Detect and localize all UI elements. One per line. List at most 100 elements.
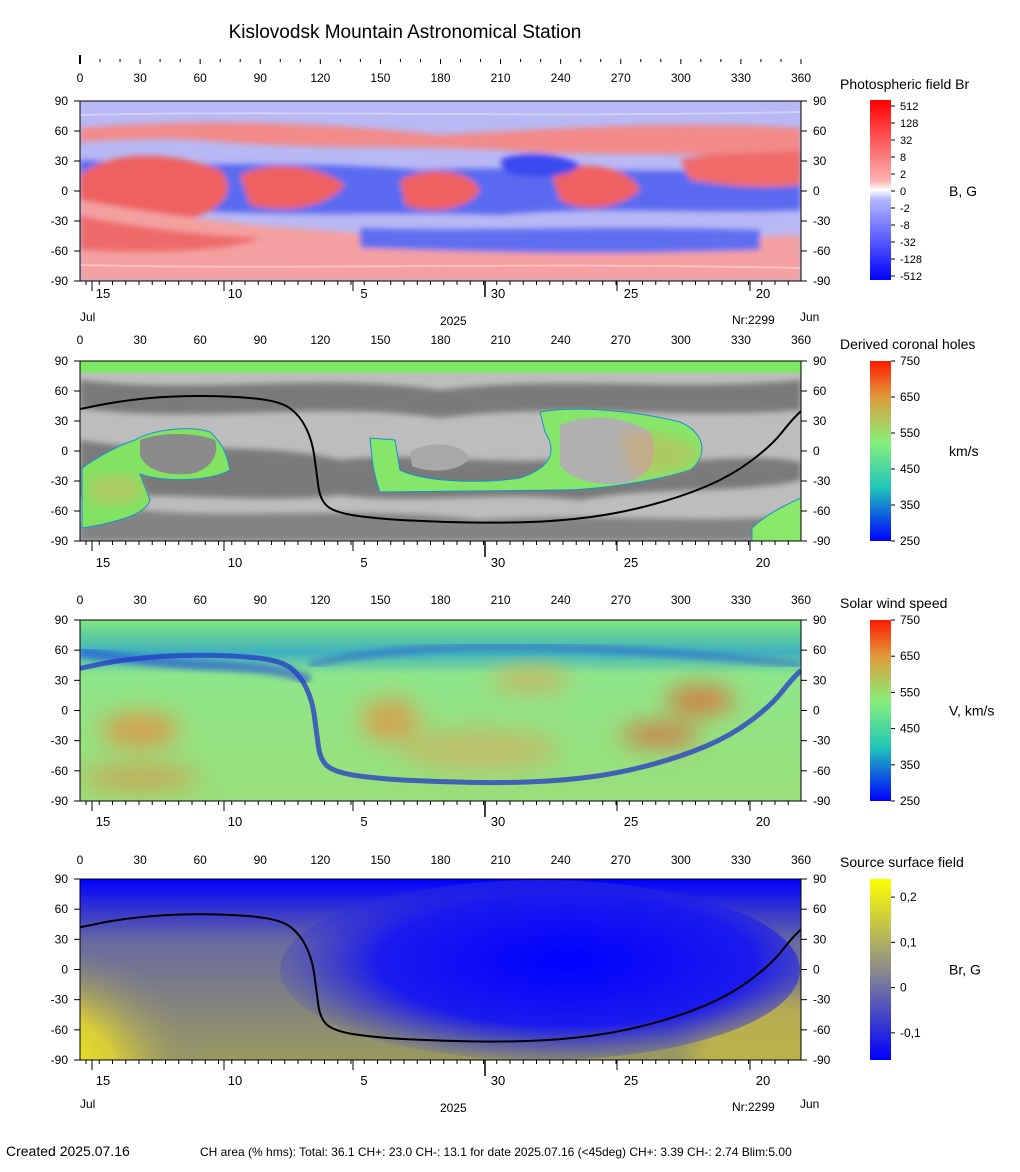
year-label: 2025 <box>440 1101 467 1115</box>
latitude-tick-label-left: -90 <box>51 534 69 548</box>
latitude-tick-label-left: -30 <box>51 214 69 228</box>
latitude-tick-label-right: 60 <box>813 902 827 916</box>
colorbar-tick-label: 32 <box>900 135 912 147</box>
colorbar-unit: Br, G <box>949 962 981 978</box>
longitude-tick-label: 150 <box>370 853 390 867</box>
latitude-tick-label-left: 90 <box>55 94 69 108</box>
longitude-tick-label: 300 <box>671 71 691 85</box>
colorbar-tick-label: 450 <box>900 462 920 476</box>
month-right-label: Jun <box>800 310 819 324</box>
longitude-tick-label: 150 <box>370 333 390 347</box>
colorbar-unit: B, G <box>949 183 977 199</box>
date-tick-label: 5 <box>360 814 367 829</box>
colorbar-photospheric <box>870 100 891 280</box>
longitude-tick-label: 90 <box>254 333 268 347</box>
longitude-tick-label: 360 <box>791 71 811 85</box>
longitude-tick-label: 360 <box>791 333 811 347</box>
wind-current-sheet <box>80 652 801 786</box>
latitude-tick-label-left: -60 <box>51 244 69 258</box>
longitude-tick-label: 120 <box>310 593 330 607</box>
longitude-tick-label: 120 <box>310 71 330 85</box>
longitude-tick-label: 0 <box>77 333 84 347</box>
created-date: Created 2025.07.16 <box>6 1143 130 1159</box>
colorbar-tick-label: 350 <box>900 758 920 772</box>
colorbar-tick-label: 350 <box>900 498 920 512</box>
panel-title: Photospheric field Br <box>840 76 970 92</box>
latitude-tick-label-left: 0 <box>61 184 68 198</box>
colorbar-tick-label: 550 <box>900 685 920 699</box>
latitude-tick-label-left: 30 <box>55 673 69 687</box>
latitude-tick-label-right: -30 <box>813 993 831 1007</box>
latitude-tick-label-right: -90 <box>813 534 831 548</box>
colorbar-source-surface <box>870 879 891 1060</box>
latitude-tick-label-right: 0 <box>813 184 820 198</box>
longitude-tick-label: 270 <box>611 593 631 607</box>
date-tick-label: 10 <box>228 814 242 829</box>
latitude-tick-label-right: -90 <box>813 274 831 288</box>
colorbar-tick-label: 128 <box>900 118 918 130</box>
longitude-tick-label: 120 <box>310 333 330 347</box>
colorbar-tick-label: 450 <box>900 722 920 736</box>
date-tick-label: 15 <box>96 814 110 829</box>
date-tick-label: 30 <box>491 286 505 301</box>
date-tick-label: 25 <box>624 555 638 570</box>
latitude-tick-label-left: -90 <box>51 794 69 808</box>
panel-photospheric-map <box>80 101 801 281</box>
longitude-tick-label: 180 <box>430 333 450 347</box>
month-left-label: Jul <box>80 310 95 324</box>
colorbar-tick-label: 750 <box>900 354 920 368</box>
colorbar-tick-label: 0,2 <box>900 890 917 904</box>
panel-source-surface-map <box>80 879 801 1060</box>
date-tick-label: 20 <box>756 286 770 301</box>
longitude-tick-label: 30 <box>133 71 147 85</box>
latitude-tick-label-left: 30 <box>55 932 69 946</box>
colorbar-unit: V, km/s <box>949 703 994 719</box>
latitude-tick-label-right: 60 <box>813 643 827 657</box>
date-tick-label: 25 <box>624 1073 638 1088</box>
latitude-tick-label-right: 30 <box>813 154 827 168</box>
latitude-tick-label-left: -30 <box>51 993 69 1007</box>
latitude-tick-label-right: -30 <box>813 474 831 488</box>
latitude-tick-label-right: 0 <box>813 963 820 977</box>
panel-title: Source surface field <box>840 854 964 870</box>
date-tick-label: 5 <box>360 286 367 301</box>
year-label: 2025 <box>440 314 467 328</box>
longitude-tick-label: 180 <box>430 853 450 867</box>
date-tick-label: 25 <box>624 814 638 829</box>
panel-solar-wind-map <box>80 620 801 801</box>
date-tick-label: 10 <box>228 286 242 301</box>
latitude-tick-label-left: -60 <box>51 764 69 778</box>
longitude-tick-label: 300 <box>671 333 691 347</box>
colorbar-tick-label: -512 <box>900 271 922 283</box>
longitude-tick-label: 330 <box>731 71 751 85</box>
longitude-tick-label: 30 <box>133 853 147 867</box>
month-right-label: Jun <box>800 1097 819 1111</box>
longitude-tick-label: 150 <box>370 593 390 607</box>
longitude-tick-label: 210 <box>491 71 511 85</box>
latitude-tick-label-right: 90 <box>813 94 827 108</box>
neutral-line <box>80 913 801 1043</box>
neutral-line <box>80 394 801 524</box>
latitude-tick-label-left: -90 <box>51 274 69 288</box>
latitude-tick-label-left: 90 <box>55 872 69 886</box>
longitude-tick-label: 0 <box>77 71 84 85</box>
colorbar-tick-label: 0,1 <box>900 935 917 949</box>
longitude-tick-label: 240 <box>551 593 571 607</box>
ch-area-stats: CH area (% hms): Total: 36.1 CH+: 23.0 C… <box>200 1145 792 1159</box>
latitude-tick-label-left: 60 <box>55 124 69 138</box>
longitude-tick-label: 0 <box>77 853 84 867</box>
latitude-tick-label-right: 90 <box>813 872 827 886</box>
date-tick-label: 10 <box>228 555 242 570</box>
latitude-tick-label-right: -60 <box>813 764 831 778</box>
colorbar-tick-label: 250 <box>900 794 920 808</box>
latitude-tick-label-left: -30 <box>51 734 69 748</box>
latitude-tick-label-left: 0 <box>61 963 68 977</box>
longitude-tick-label: 90 <box>254 593 268 607</box>
longitude-tick-label: 90 <box>254 853 268 867</box>
latitude-tick-label-left: 60 <box>55 643 69 657</box>
latitude-tick-label-right: -60 <box>813 1023 831 1037</box>
longitude-tick-label: 360 <box>791 593 811 607</box>
colorbar-tick-label: -128 <box>900 254 922 266</box>
